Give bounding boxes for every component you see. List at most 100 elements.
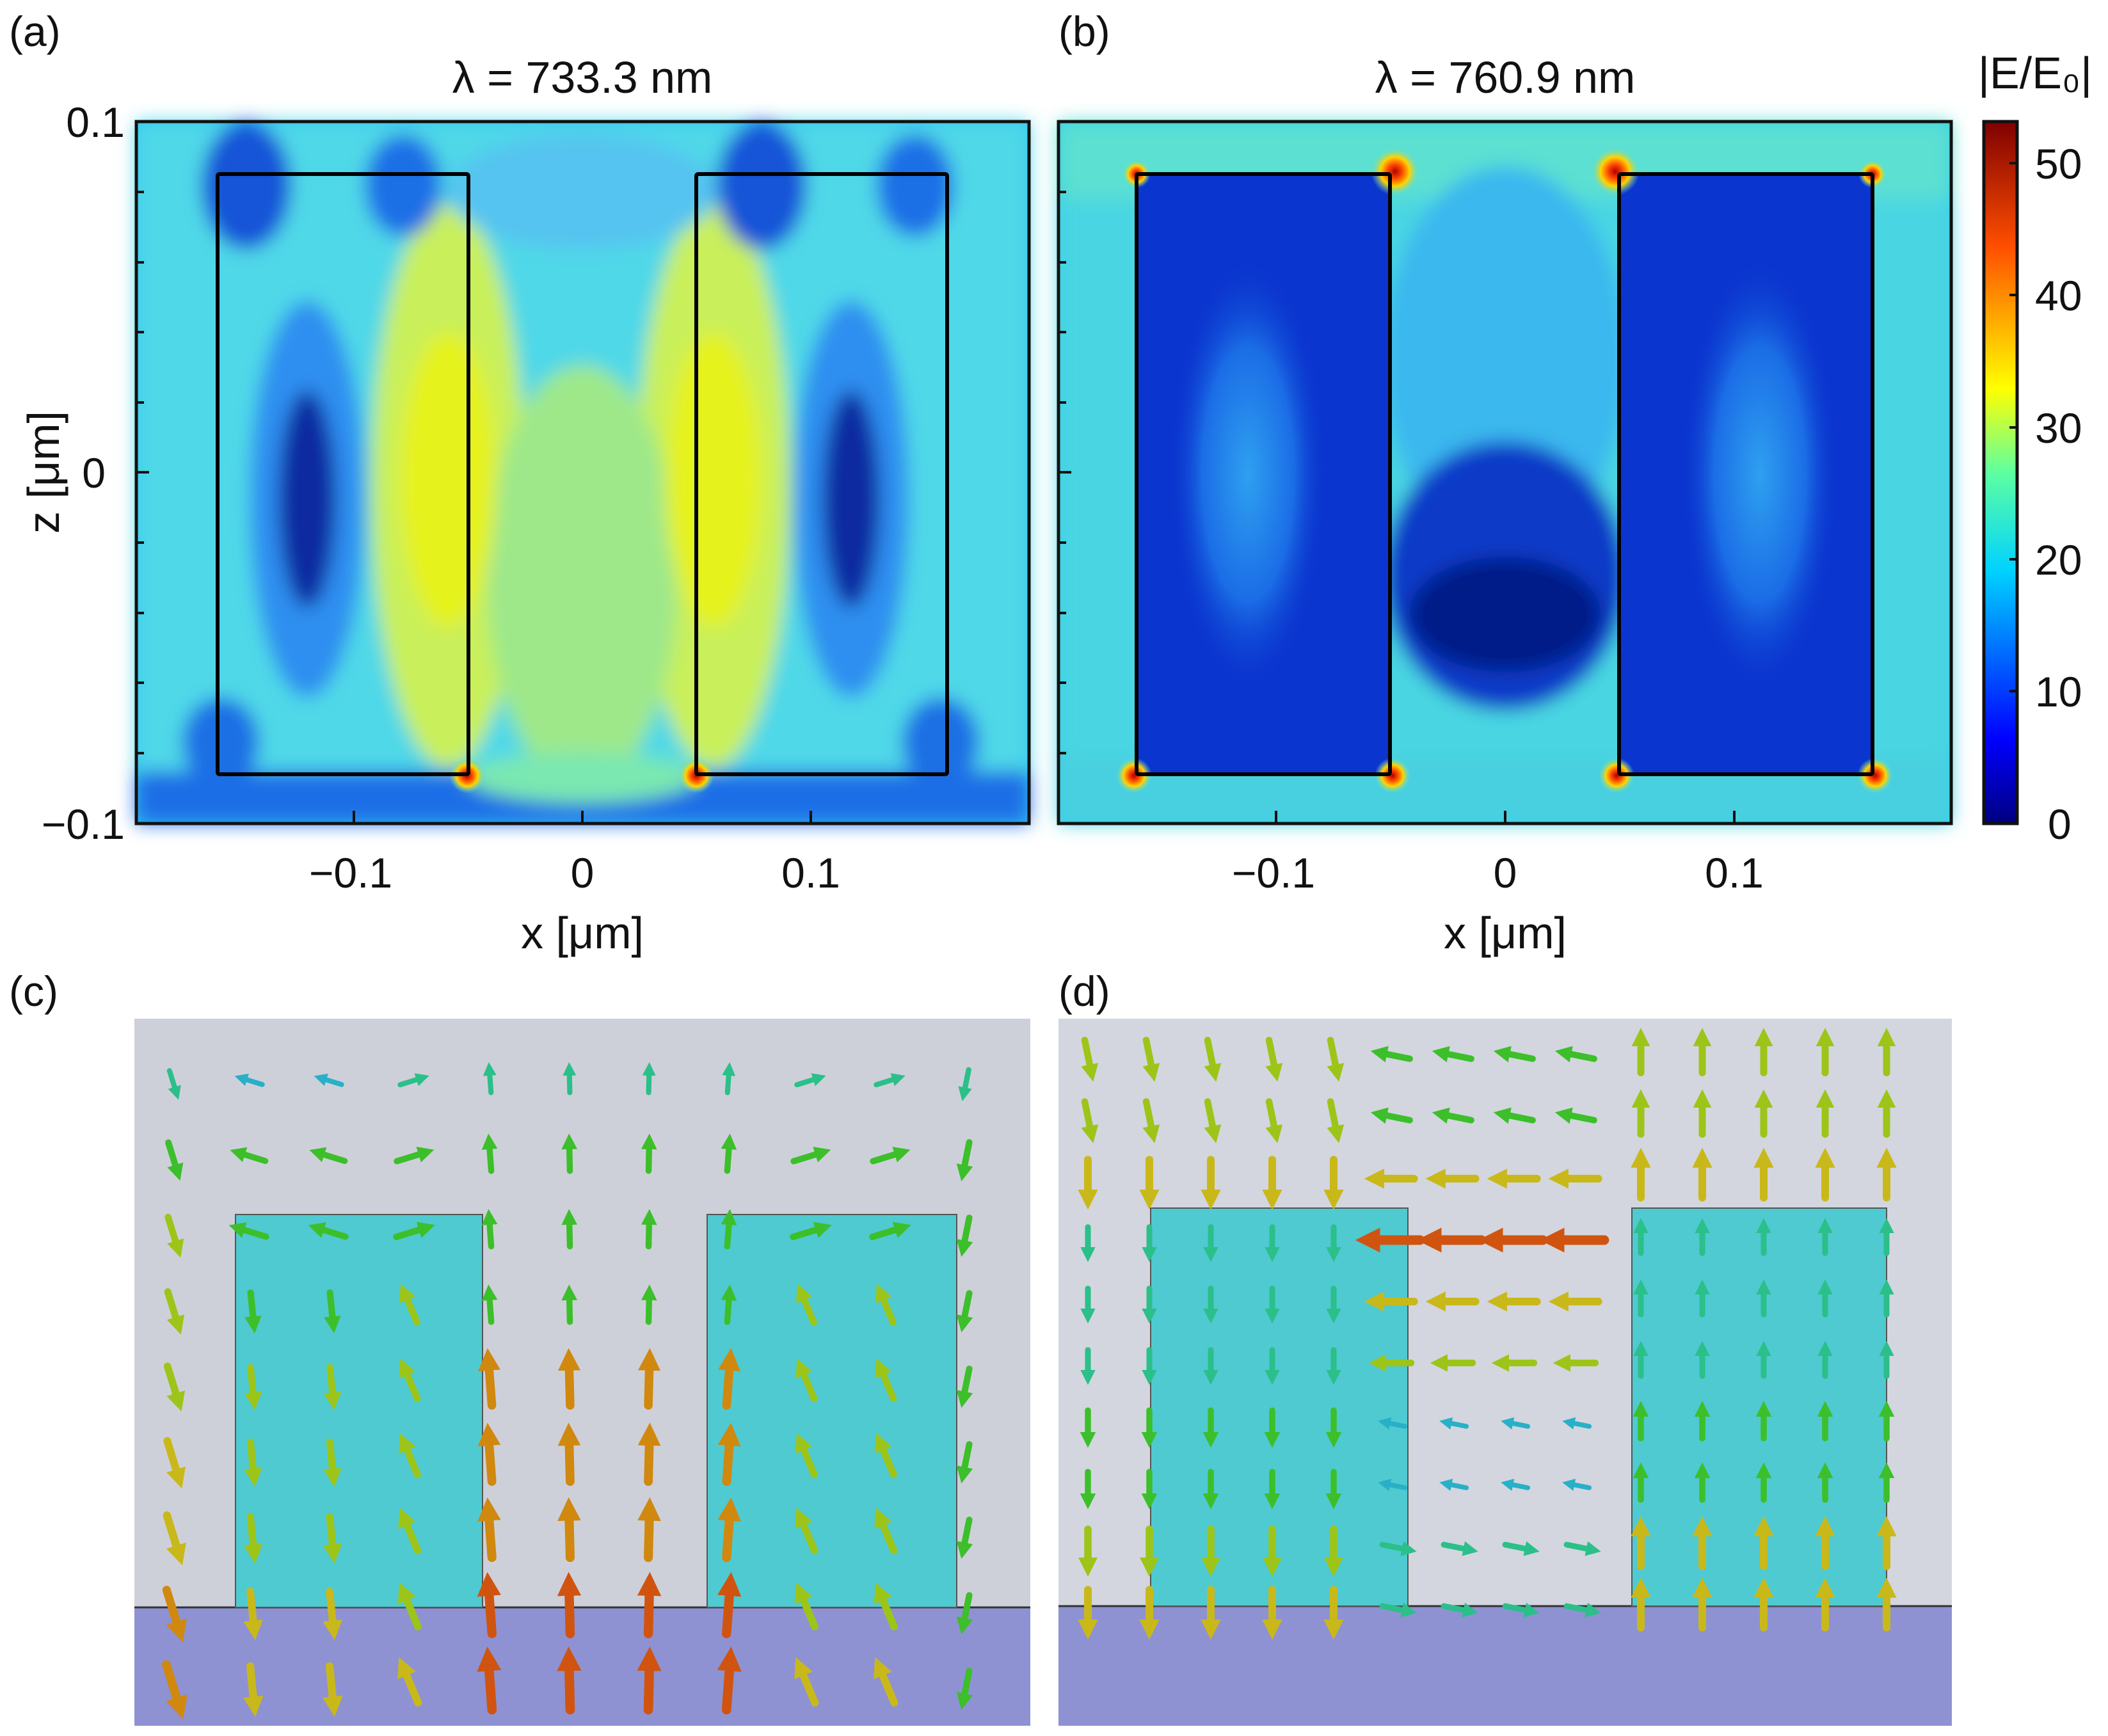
field-arrow [794,1657,819,1707]
field-arrow [243,1588,263,1641]
field-arrow [243,1662,264,1717]
field-arrow [1432,1107,1474,1124]
field-arrow [243,1513,263,1564]
field-arrow [958,1067,972,1101]
field-arrow [1554,1107,1597,1124]
panel-b-title: λ = 760.9 nm [1375,52,1636,102]
field-arrow [1204,1037,1222,1082]
field-arrow [1563,1602,1601,1618]
field-arrow [557,1422,581,1486]
field-arrow [1378,1417,1408,1430]
field-arrow [874,1657,898,1707]
field-arrow [869,1222,911,1241]
colorbar-tick-label: 50 [2035,140,2082,187]
field-arrow [1327,1098,1345,1143]
field-arrow [163,1511,186,1566]
panel-b-label: (b) [1058,8,1110,55]
field-arrow [230,1147,269,1165]
field-arrow [1439,1478,1469,1492]
field-arrow [309,1147,348,1165]
panel-c-scene [134,1019,1030,1726]
field-arrow [790,1222,832,1241]
field-arrow [1379,1541,1417,1556]
colorbar-tick-label: 0 [2048,800,2072,848]
panel-a-xtick-label: 0.1 [781,849,840,896]
field-arrow [323,1438,342,1487]
field-arrow [874,1433,897,1478]
panel-a-ytick-label: −0.1 [42,800,125,848]
field-arrow [1502,1541,1540,1556]
field-arrow [794,1582,818,1630]
field-arrow [477,1572,501,1639]
field-arrow [717,1497,741,1563]
field-arrow [795,1508,818,1554]
field-arrow [956,1139,973,1182]
field-arrow [477,1348,500,1410]
field-arrow [324,1289,341,1334]
field-arrow [1493,1046,1536,1063]
field-arrow [874,1073,906,1088]
field-arrow [637,1497,661,1563]
panel-c-label: (c) [9,968,58,1015]
panel-b-ticks [1058,120,1736,825]
field-arrow [1265,1037,1283,1082]
panel-a: (a) λ = 733.3 nm [9,8,1031,958]
field-arrow [870,1147,911,1165]
panel-b-xlabel: x [μm] [1444,908,1567,958]
field-arrow [1379,1602,1417,1618]
panel-a-ticks [136,120,812,825]
field-arrow [164,1288,185,1335]
field-arrow [394,1147,435,1165]
panel-a-xtick-label: 0 [571,849,595,896]
panel-a-ytick-label: 0.1 [66,99,125,146]
field-arrow [165,1139,184,1181]
panel-d-scene [1058,1019,1952,1726]
field-arrow [790,1147,831,1165]
field-arrow [637,1422,661,1486]
field-arrow [228,1222,269,1240]
field-arrow [875,1284,897,1326]
field-arrow [483,1062,497,1095]
field-arrow [641,1209,657,1250]
field-arrow [1554,1046,1597,1063]
field-arrow [1265,1098,1283,1143]
field-arrow [956,1592,973,1635]
panel-b-heatmap [1058,122,1951,824]
field-arrow [874,1508,898,1554]
field-arrow [1370,1046,1413,1063]
field-arrow [1204,1098,1222,1143]
field-arrow [557,1646,582,1715]
field-arrow [399,1284,420,1326]
field-arrow [398,1433,421,1478]
field-arrow [397,1073,429,1088]
field-arrow [1081,1098,1099,1143]
field-arrow [1441,1541,1478,1556]
field-arrow [323,1364,342,1410]
field-arrow [163,1362,186,1412]
field-arrow [641,1133,657,1174]
panel-b: (b) λ = 760.9 nm [1057,8,1953,958]
field-arrow [642,1062,656,1095]
field-arrow [244,1364,262,1410]
field-arrow [164,1213,184,1258]
field-arrow [637,1572,662,1639]
field-arrow [166,1068,181,1100]
field-arrow [477,1497,501,1563]
field-arrow [1439,1417,1469,1430]
field-arrow [1081,1037,1099,1082]
field-arrow [637,1348,661,1410]
field-arrow [1562,1417,1592,1430]
field-arrow [481,1209,498,1250]
field-arrow [1378,1478,1408,1492]
panel-d: (d) [1058,968,1952,1726]
field-arrow [398,1508,422,1554]
field-arrow [1502,1602,1540,1618]
colorbar-tick-label: 10 [2035,668,2082,715]
field-arrow [875,1358,897,1402]
colorbar-tick-label: 30 [2035,404,2082,452]
panel-a-xtick-label: −0.1 [309,849,392,896]
field-arrow [481,1133,498,1174]
field-arrow [795,1358,818,1402]
field-arrow [1501,1478,1531,1492]
field-arrow [795,1433,818,1478]
